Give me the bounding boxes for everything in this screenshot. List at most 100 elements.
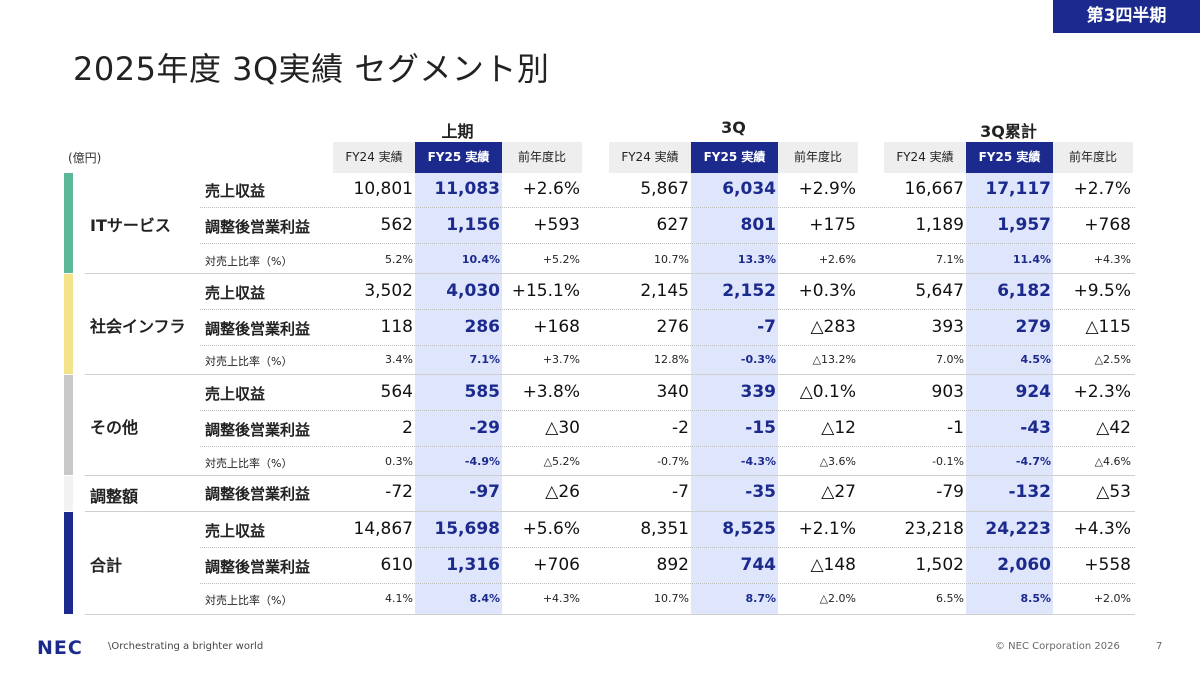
table-cell: 15,698: [434, 519, 500, 539]
table-cell: +2.6%: [522, 179, 580, 199]
table-cell: 627: [656, 215, 689, 235]
table-cell: +9.5%: [1073, 281, 1131, 301]
table-cell: 2,152: [722, 281, 776, 301]
table-cell: 10.7%: [654, 592, 689, 605]
fy25-column-band: [415, 173, 502, 614]
table-cell: +3.8%: [522, 382, 580, 402]
row-label: 売上収益: [205, 182, 266, 200]
segment-color-bar: [64, 512, 73, 614]
table-cell: 744: [740, 555, 777, 575]
table-cell: 7.1%: [469, 353, 500, 366]
table-cell: +2.3%: [1073, 382, 1131, 402]
table-cell: -0.7%: [657, 455, 689, 468]
segment-name: 社会インフラ: [90, 317, 186, 336]
row-label: 対売上比率（%）: [205, 255, 293, 268]
table-cell: 11.4%: [1012, 253, 1051, 266]
row-separator: [200, 243, 1135, 244]
table-cell: △13.2%: [812, 353, 856, 366]
table-cell: △0.1%: [799, 382, 856, 402]
table-cell: -132: [1008, 482, 1051, 502]
segment-separator: [85, 475, 1135, 476]
table-cell: -2: [672, 418, 689, 438]
column-header: FY24 実績: [609, 142, 691, 173]
table-cell: 2: [402, 418, 413, 438]
table-cell: -79: [936, 482, 964, 502]
quarter-badge: 第3四半期: [1053, 0, 1200, 33]
fy25-column-band: [966, 173, 1053, 614]
table-cell: 10.4%: [461, 253, 500, 266]
row-separator: [200, 207, 1135, 208]
table-cell: -35: [745, 482, 776, 502]
table-cell: 1,957: [997, 215, 1051, 235]
table-cell: 276: [656, 317, 689, 337]
table-cell: 10,801: [353, 179, 413, 199]
column-header: 前年度比: [778, 142, 858, 173]
table-cell: +768: [1084, 215, 1131, 235]
table-cell: △12: [821, 418, 856, 438]
row-label: 売上収益: [205, 385, 266, 403]
table-cell: 0.3%: [385, 455, 413, 468]
table-cell: 1,189: [915, 215, 964, 235]
table-cell: 6,034: [722, 179, 776, 199]
segment-name: 合計: [90, 556, 123, 575]
table-cell: 13.3%: [737, 253, 776, 266]
table-cell: 7.0%: [936, 353, 964, 366]
table-cell: +706: [533, 555, 580, 575]
table-cell: -7: [757, 317, 776, 337]
table-cell: 924: [1015, 382, 1052, 402]
row-separator: [200, 583, 1135, 584]
table-cell: 2,145: [640, 281, 689, 301]
segment-name: 調整額: [90, 486, 139, 506]
table-cell: 3,502: [364, 281, 413, 301]
table-cell: 903: [931, 382, 964, 402]
row-separator: [200, 547, 1135, 548]
unit-label: (億円): [68, 151, 102, 165]
table-cell: 8.7%: [745, 592, 776, 605]
row-label: 売上収益: [205, 522, 266, 540]
table-cell: 5,867: [640, 179, 689, 199]
table-cell: △26: [545, 482, 580, 502]
table-cell: 17,117: [985, 179, 1051, 199]
row-label: 調整後営業利益: [205, 218, 311, 236]
column-header: FY24 実績: [333, 142, 415, 173]
table-cell: 10.7%: [654, 253, 689, 266]
segment-separator: [85, 273, 1135, 274]
table-cell: △115: [1085, 317, 1131, 337]
table-cell: -4.3%: [740, 455, 776, 468]
column-header: 前年度比: [1053, 142, 1133, 173]
table-cell: +5.2%: [542, 253, 580, 266]
group-head-3q: 3Q: [721, 118, 746, 137]
table-cell: 610: [380, 555, 413, 575]
column-header: 前年度比: [502, 142, 582, 173]
tagline: \Orchestrating a brighter world: [108, 641, 264, 652]
table-cell: △30: [545, 418, 580, 438]
table-cell: 562: [380, 215, 413, 235]
table-cell: 801: [740, 215, 777, 235]
table-cell: +4.3%: [1093, 253, 1131, 266]
table-cell: 7.1%: [936, 253, 964, 266]
row-separator: [200, 446, 1135, 447]
table-cell: -0.1%: [932, 455, 964, 468]
column-header: FY24 実績: [884, 142, 966, 173]
table-cell: 4.5%: [1020, 353, 1051, 366]
table-cell: 5.2%: [385, 253, 413, 266]
segment-color-bar: [64, 476, 73, 511]
segment-color-bar: [64, 274, 73, 374]
table-cell: -29: [469, 418, 500, 438]
table-cell: 8.4%: [469, 592, 500, 605]
segment-separator: [85, 511, 1135, 512]
group-head-3q-cumulative: 3Q累計: [980, 122, 1037, 141]
table-cell: +558: [1084, 555, 1131, 575]
table-cell: 279: [1015, 317, 1052, 337]
table-cell: 8,351: [640, 519, 689, 539]
table-cell: 12.8%: [654, 353, 689, 366]
table-cell: +2.0%: [1093, 592, 1131, 605]
page-number: 7: [1156, 641, 1163, 652]
segment-name: その他: [90, 418, 139, 437]
table-cell: 4.1%: [385, 592, 413, 605]
nec-logo: NEC: [37, 637, 83, 659]
table-cell: 1,502: [915, 555, 964, 575]
segment-separator: [85, 614, 1135, 615]
table-cell: 5,647: [915, 281, 964, 301]
fy25-column-band: [691, 173, 778, 614]
